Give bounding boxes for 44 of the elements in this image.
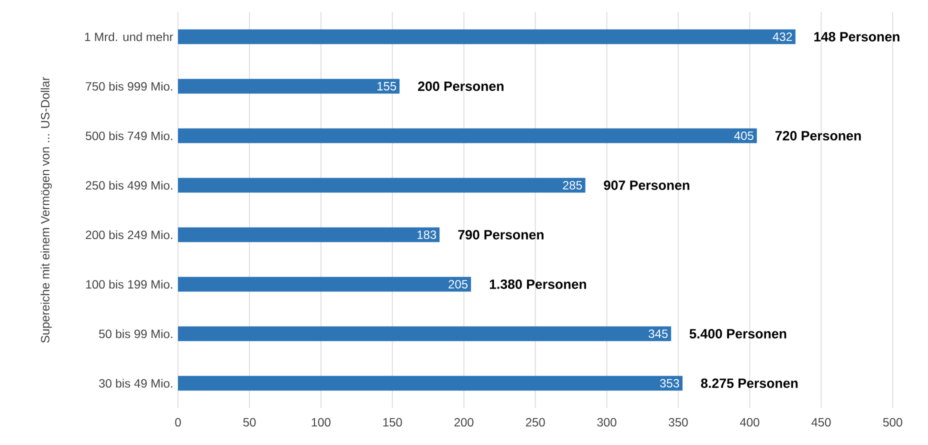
y-tick-label: 200 bis 249 Mio. [86,230,172,240]
x-tick-label: 300 [597,418,616,427]
y-tick-label: 30 bis 49 Mio. [99,378,172,388]
data-label: 405 [734,131,754,140]
x-tick-label: 200 [454,418,474,427]
y-tick-label: 750 bis 999 Mio. [86,82,172,91]
bar [178,29,796,44]
x-tick-label: 0 [175,418,181,427]
data-label: 155 [378,82,396,90]
data-label: 353 [660,378,680,388]
data-label: 345 [648,329,668,338]
x-tick-label: 350 [668,418,688,427]
annotation: 1.380 Personen [490,280,586,289]
annotation: 720 Personen [775,131,861,140]
data-label: 432 [772,32,792,42]
annotation: 907 Personen [604,180,690,190]
annotation: 148 Personen [814,32,900,42]
annotation: 200 Personen [418,82,504,91]
x-tick-label: 400 [740,418,760,427]
x-tick-label: 450 [811,418,831,427]
bar [178,178,586,193]
bar [178,227,440,242]
bar [178,376,683,391]
x-tick-label: 100 [312,418,330,427]
x-tick-label: 500 [883,418,902,427]
data-label: 285 [563,180,582,190]
y-axis-title: Supereiche mit einem Vermögen von ... US-Dollar [40,76,52,343]
annotation: 790 Personen [458,230,544,240]
bar [178,276,472,292]
annotation: 8.275 Personen [701,378,798,388]
x-tick-label: 150 [383,418,402,427]
y-tick-label: 50 bis 99 Mio. [99,329,172,338]
y-tick-label: 500 bis 749 Mio. [86,131,172,140]
x-tick-label: 50 [243,418,256,427]
data-label: 205 [448,280,468,288]
bar [178,128,757,144]
annotation: 5.400 Personen [690,329,786,338]
y-tick-label: 100 bis 199 Mio. [86,280,172,289]
x-tick-label: 250 [526,418,545,427]
y-tick-label: 1 Mrd. und mehr [85,32,174,42]
bar [178,326,672,342]
data-label: 183 [418,230,436,239]
y-tick-label: 250 bis 499 Mio. [86,180,172,190]
bar [178,78,400,94]
